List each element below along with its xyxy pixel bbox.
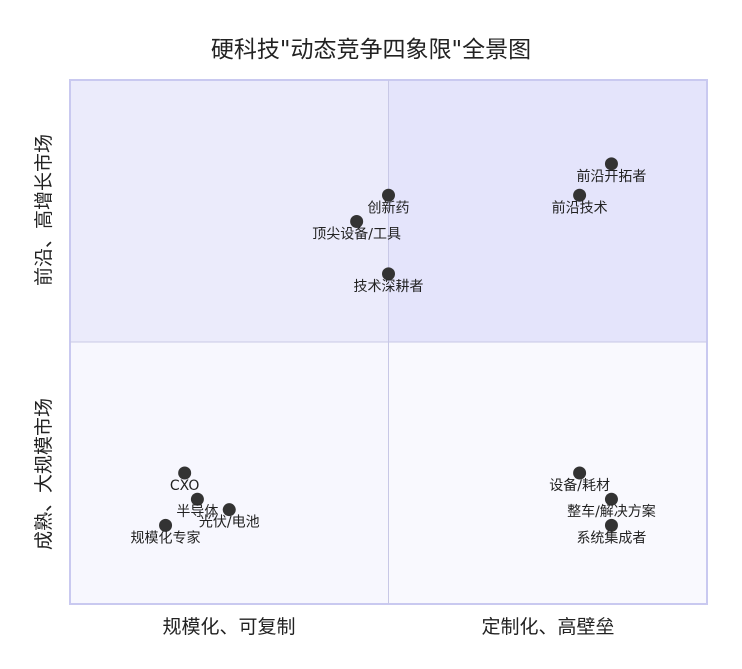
data-point-label: 设备/耗材 [549, 477, 610, 494]
y-axis-bottom-label: 成熟、大规模市场 [33, 398, 55, 550]
data-point-label: 前沿技术 [552, 199, 608, 216]
data-point [159, 518, 173, 532]
x-axis-right-label: 定制化、高壁垒 [481, 616, 614, 638]
quadrant-bottom-right [388, 342, 707, 604]
data-point-label: 规模化专家 [131, 529, 201, 546]
quadrant-bottom-left [70, 342, 389, 604]
data-point [178, 466, 192, 480]
data-point [604, 492, 618, 506]
data-point [222, 503, 236, 517]
data-point-label: 系统集成者 [576, 529, 646, 546]
data-point-label: 创新药 [368, 200, 410, 216]
data-point [573, 466, 587, 480]
quadrant-top-left [70, 80, 389, 342]
quadrants [69, 79, 708, 605]
y-axis-top-label: 前沿、高增长市场 [33, 134, 55, 286]
data-point-label: 半导体 [176, 504, 218, 520]
data-point-label: 光伏/电池 [199, 515, 260, 531]
data-point-label: CXO [170, 478, 200, 494]
data-point [604, 518, 618, 532]
quadrant-top-right [388, 80, 707, 342]
x-axis-left-label: 规模化、可复制 [162, 616, 295, 638]
data-point [350, 214, 364, 228]
data-point [382, 267, 395, 281]
data-point [604, 157, 618, 171]
data-point [573, 188, 587, 202]
data-point [190, 492, 204, 506]
data-point-label: 前沿开拓者 [576, 168, 646, 185]
data-points [159, 157, 618, 532]
data-point-label: 顶尖设备/工具 [312, 225, 401, 242]
data-point [382, 188, 395, 202]
data-point-label: 技术深耕者 [354, 278, 424, 295]
chart-title: 硬科技"动态竞争四象限"全景图 [210, 37, 532, 63]
quadrant-dividers [70, 80, 707, 604]
data-point-label: 整车/解决方案 [567, 503, 656, 520]
